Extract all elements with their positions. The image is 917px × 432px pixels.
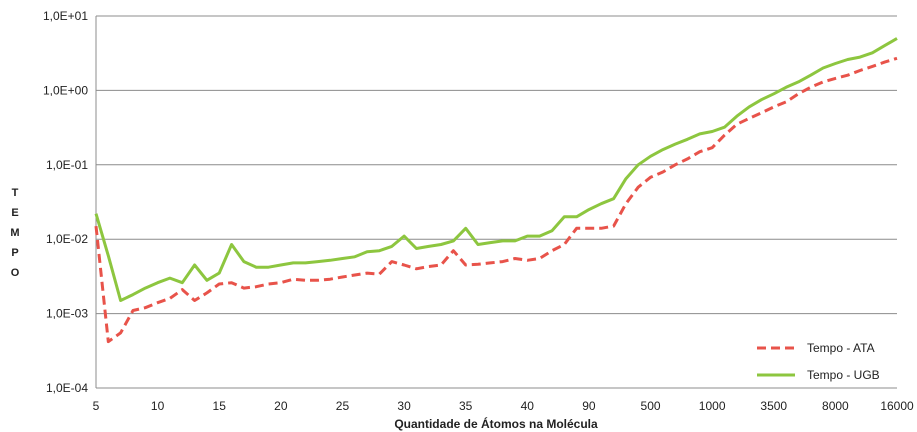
x-tick-label: 25 [336,399,350,413]
x-tick-label: 30 [397,399,411,413]
x-tick-label: 500 [641,399,661,413]
y-tick-label: 1,0E-01 [46,158,88,172]
series-lines [94,37,898,344]
y-axis-label-letter: T [12,187,19,199]
y-axis-label-letter: P [11,247,18,259]
grid [95,15,897,389]
x-tick-label: 16000 [880,399,914,413]
x-tick-label: 3500 [760,399,787,413]
x-tick-label: 90 [582,399,596,413]
x-tick-label: 8000 [822,399,849,413]
y-tick-label: 1,0E-04 [46,381,88,395]
x-tick-label: 10 [151,399,165,413]
y-axis-label-letter: M [10,227,19,239]
x-tick-label: 15 [213,399,227,413]
series-line-ata [94,56,898,344]
legend-label-ugb: Tempo - UGB [807,368,880,382]
x-tick-label: 5 [93,399,100,413]
y-axis-label-letter: E [11,207,18,219]
y-axis-ticks: 1,0E-04 1,0E-03 1,0E-02 1,0E-01 1,0E+00 1,0E+… [43,9,88,395]
legend-label-ata: Tempo - ATA [807,341,875,355]
y-tick-label: 1,0E-02 [46,232,88,246]
x-tick-label: 20 [274,399,288,413]
series-line-ugb [94,37,898,302]
legend: Tempo - ATA Tempo - UGB [757,341,880,382]
x-tick-label: 40 [521,399,535,413]
x-axis-label: Quantidade de Átomos na Molécula [394,416,598,431]
y-tick-label: 1,0E-03 [46,307,88,321]
y-tick-label: 1,0E+00 [43,83,88,97]
x-tick-label: 35 [459,399,473,413]
x-axis-ticks: 5 10 15 20 25 30 35 40 90 500 1000 3500 8000 16000 [93,399,914,413]
y-tick-label: 1,0E+01 [43,9,88,23]
x-tick-label: 1000 [699,399,726,413]
y-axis-label-letter: O [11,267,20,279]
